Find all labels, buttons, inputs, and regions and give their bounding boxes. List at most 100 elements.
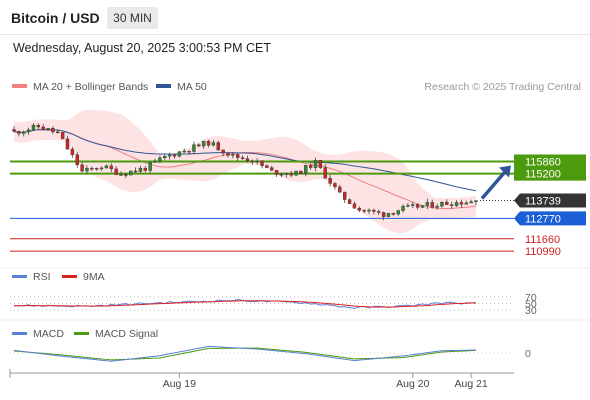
legend-swatch xyxy=(12,84,27,88)
rsi-legend-swatch xyxy=(12,275,27,278)
chart-datetime: Wednesday, August 20, 2025 3:00:53 PM CE… xyxy=(13,41,272,55)
candle-body xyxy=(406,205,410,207)
candle-body xyxy=(415,204,420,208)
title-bar: Bitcoin / USD 30 MIN xyxy=(0,0,590,35)
candle-body xyxy=(459,202,464,205)
pivot-label: 112770 xyxy=(525,213,561,225)
candle-body xyxy=(377,211,381,213)
candle-body xyxy=(85,167,89,172)
candle-body xyxy=(308,165,313,168)
candle-body xyxy=(221,149,225,154)
candle-body xyxy=(401,206,405,211)
candle-body xyxy=(60,132,65,140)
candle-body xyxy=(454,202,459,206)
candle-body xyxy=(75,154,79,166)
candle-body xyxy=(70,148,75,155)
macd-legend-swatch xyxy=(12,332,27,335)
candle-body xyxy=(163,155,167,158)
candle-body xyxy=(260,160,264,166)
candle-body xyxy=(172,154,177,157)
candle-body xyxy=(26,129,31,133)
candle-body xyxy=(226,152,230,156)
macd-signal-legend-swatch xyxy=(74,332,89,335)
macd-line xyxy=(13,345,477,362)
last-price-label: 113739 xyxy=(525,196,561,208)
candle-body xyxy=(474,200,478,202)
resistance-label: 115860 xyxy=(525,156,561,168)
rsi-ma-legend-label: 9MA xyxy=(83,271,105,283)
legend-swatch xyxy=(156,84,171,88)
candle-body xyxy=(206,140,211,146)
candle-body xyxy=(313,160,318,168)
resistance-label: 115200 xyxy=(525,169,561,181)
candle-body xyxy=(129,170,133,176)
candle-body xyxy=(94,168,99,170)
macd-legend-label: MACD xyxy=(33,328,64,340)
candle-body xyxy=(99,167,104,170)
candle-body xyxy=(31,124,36,131)
candle-body xyxy=(240,157,245,159)
candle-body xyxy=(153,160,157,163)
candle-body xyxy=(36,124,41,128)
macd-zero-label: 0 xyxy=(525,348,531,360)
candle-body xyxy=(187,150,191,153)
resistance-tag xyxy=(514,166,586,181)
candle-body xyxy=(177,151,182,157)
candle-body xyxy=(201,140,206,147)
timeframe-button[interactable]: 30 MIN xyxy=(107,7,158,29)
chart-title: Bitcoin / USD xyxy=(11,10,100,26)
rsi-level-label: 50 xyxy=(525,299,537,311)
candle-body xyxy=(255,160,259,163)
candle-body xyxy=(114,168,118,175)
candle-body xyxy=(347,199,352,204)
rsi-ma-legend-swatch xyxy=(62,275,77,278)
candle-body xyxy=(279,174,284,176)
legend-label: MA 20 + Bollinger Bands xyxy=(33,81,148,93)
rsi-level-label: 70 xyxy=(525,292,537,304)
candle-body xyxy=(56,131,60,134)
support-label: 111660 xyxy=(525,234,560,246)
rsi-level-label: 30 xyxy=(525,305,537,317)
candle-body xyxy=(464,202,468,205)
candle-body xyxy=(143,167,148,171)
candle-body xyxy=(372,209,376,212)
candle-body xyxy=(231,154,235,156)
candle-body xyxy=(270,167,274,171)
candle-body xyxy=(274,170,279,175)
candle-body xyxy=(104,165,109,169)
candle-body xyxy=(182,150,186,153)
candle-body xyxy=(357,207,361,211)
rsi-legend-label: RSI xyxy=(33,271,51,283)
forecast-arrow-shaft xyxy=(480,168,509,200)
candle-body xyxy=(304,165,308,174)
x-tick-label: Aug 19 xyxy=(163,378,196,390)
candle-body xyxy=(236,154,240,158)
candle-body xyxy=(119,174,123,176)
candle-body xyxy=(323,167,327,179)
candle-body xyxy=(22,131,26,134)
forecast-arrow-head xyxy=(499,165,511,178)
candle-body xyxy=(90,167,94,170)
candle-body xyxy=(158,157,162,162)
candle-body xyxy=(391,213,396,215)
candle-body xyxy=(449,204,454,206)
candle-body xyxy=(386,213,391,217)
candle-body xyxy=(289,173,293,176)
candle-body xyxy=(367,209,371,212)
candle-body xyxy=(12,129,16,132)
candle-body xyxy=(250,160,254,163)
candle-body xyxy=(342,191,347,200)
last-price-tag xyxy=(514,193,586,208)
candle-body xyxy=(133,170,138,173)
resistance-tag xyxy=(514,154,586,169)
candle-body xyxy=(435,205,439,208)
candle-body xyxy=(46,128,50,130)
candle-body xyxy=(41,126,45,130)
candle-body xyxy=(192,144,196,152)
candle-body xyxy=(411,204,415,206)
candle-body xyxy=(352,203,357,209)
candle-body xyxy=(440,201,444,207)
bollinger-band xyxy=(14,109,476,234)
candle-body xyxy=(138,167,143,172)
